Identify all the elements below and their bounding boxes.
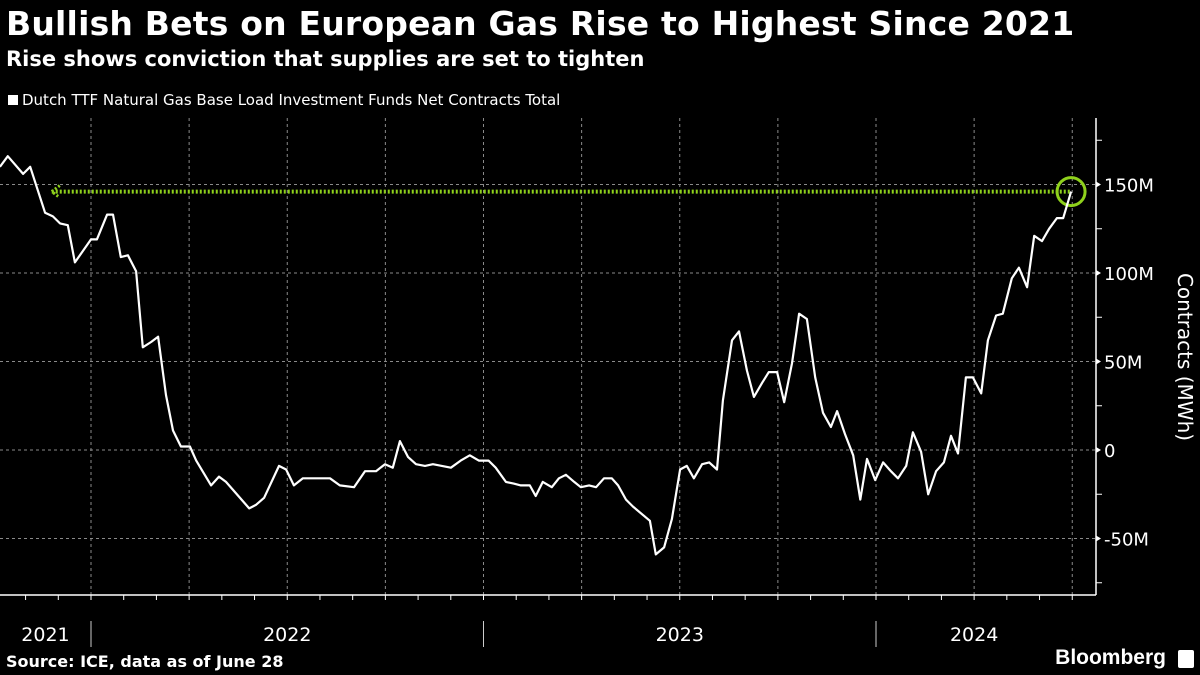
- bloomberg-logo: Bloomberg: [1055, 646, 1166, 669]
- y-tick-mark: [1096, 270, 1101, 276]
- x-tick-label: 2022: [263, 624, 311, 646]
- y-tick-label: 0: [1104, 441, 1115, 462]
- y-axis-label: Contracts (MWh): [1173, 273, 1197, 441]
- legend: Dutch TTF Natural Gas Base Load Investme…: [8, 91, 560, 109]
- x-tick-label: 2021: [21, 624, 69, 646]
- y-tick-mark: [1096, 535, 1101, 542]
- y-tick-mark: [1096, 447, 1101, 453]
- legend-label: Dutch TTF Natural Gas Base Load Investme…: [22, 91, 561, 109]
- arrowhead-icon: [49, 184, 61, 199]
- x-tick-label: 2023: [656, 624, 704, 646]
- chart-subtitle: Rise shows conviction that supplies are …: [6, 47, 645, 71]
- chart-title: Bullish Bets on European Gas Rise to Hig…: [6, 4, 1075, 43]
- source-note: Source: ICE, data as of June 28: [6, 652, 284, 671]
- y-tick-mark: [1096, 181, 1101, 188]
- y-tick-mark: [1096, 358, 1101, 365]
- x-tick-label: 2024: [950, 624, 998, 646]
- y-tick-label: 150M: [1104, 176, 1154, 197]
- series: [0, 155, 1073, 556]
- axes: 150M 100M 50M 0 -50M 2021 2022 2023 2024: [0, 118, 1154, 647]
- y-tick-label: -50M: [1104, 530, 1149, 551]
- chart-logo-icon: [1178, 650, 1194, 668]
- y-tick-label: 100M: [1104, 264, 1154, 285]
- gridlines: [0, 118, 1096, 595]
- annotations: [49, 176, 1087, 208]
- legend-swatch-icon: [8, 95, 18, 105]
- series-line: [0, 155, 1073, 556]
- highlight-circle: [1055, 176, 1087, 208]
- y-tick-label: 50M: [1104, 353, 1142, 374]
